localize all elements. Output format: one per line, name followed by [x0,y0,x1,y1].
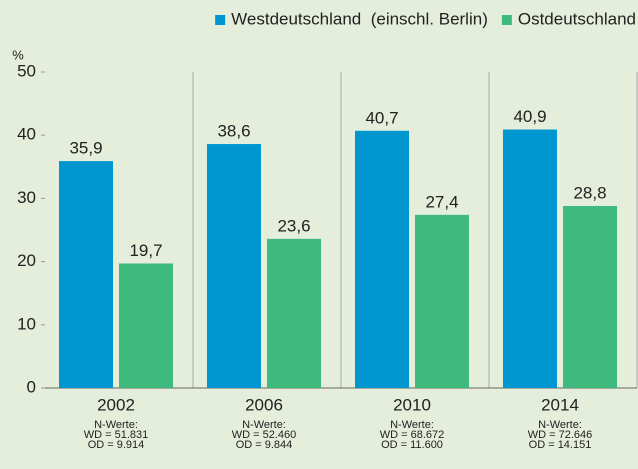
value-label: 35,9 [69,139,102,158]
bar [503,129,557,388]
category-note: OD = 11.600 [381,439,443,451]
legend-label: Ostdeutschland [518,9,636,28]
y-tick-label: 20 [17,251,36,270]
y-unit: % [12,47,24,62]
y-tick-label: 50 [17,61,36,80]
bar [415,214,469,388]
bar [119,263,173,388]
legend-swatch [501,15,512,25]
category-note: N-Werte: [390,419,434,431]
category-note: OD = 9.914 [88,439,145,451]
category-note: OD = 9.844 [236,439,293,451]
category-note: WD = 68.672 [380,429,445,441]
bar [355,130,409,388]
category-note: N-Werte: [94,419,138,431]
legend-label: Westdeutschland (einschl. Berlin) [231,9,488,28]
value-label: 28,8 [573,183,606,202]
value-label: 38,6 [217,122,250,141]
x-tick-label: 2014 [541,395,579,414]
value-label: 27,4 [425,192,458,211]
category-note: WD = 72.646 [528,429,593,441]
y-tick-label: 40 [17,125,36,144]
category-note: N-Werte: [538,419,582,431]
bar [207,144,261,388]
bar [59,161,113,388]
value-label: 23,6 [277,216,310,235]
x-tick-label: 2002 [97,395,135,414]
y-tick-label: 10 [17,314,36,333]
x-tick-label: 2010 [393,395,431,414]
x-tick-label: 2006 [245,395,283,414]
value-label: 19,7 [129,241,162,260]
y-tick-label: 0 [27,377,36,396]
value-label: 40,9 [513,107,546,126]
category-note: OD = 14.151 [529,439,592,451]
y-tick-label: 30 [17,188,36,207]
bar [563,205,617,388]
bar [267,238,321,388]
value-label: 40,7 [365,108,398,127]
category-note: WD = 52.460 [232,429,297,441]
category-note: N-Werte: [242,419,286,431]
legend-swatch [215,15,226,25]
category-note: WD = 51.831 [84,429,149,441]
